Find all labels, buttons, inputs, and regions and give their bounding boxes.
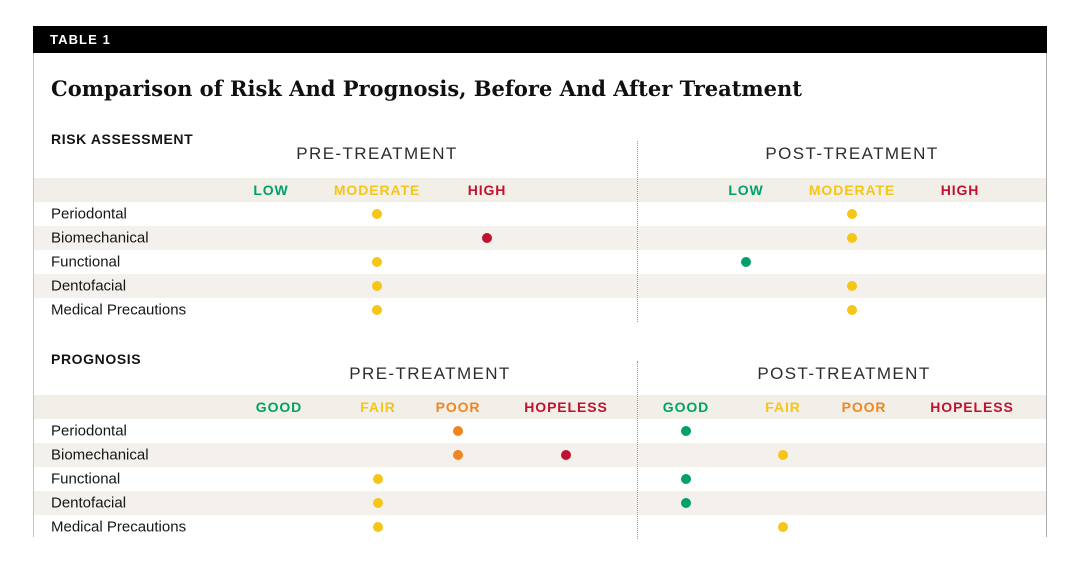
risk-rows: Periodontal Biomechanical Functional Dentof… (34, 202, 1046, 322)
table-row: Functional (34, 250, 1046, 274)
table-row: Biomechanical (34, 443, 1046, 467)
row-label: Dentofacial (51, 277, 127, 295)
row-label: Dentofacial (51, 494, 127, 512)
level-header-post-low: LOW (728, 182, 764, 198)
rating-dot-prognosis-functional-pre-fair (373, 474, 383, 484)
risk-pre-treatment-header: PRE-TREATMENT (296, 144, 458, 163)
rating-dot-prognosis-biomechanical-post-fair (778, 450, 788, 460)
table-row: Periodontal (34, 202, 1046, 226)
risk-level-header-row: LOW MODERATE HIGH LOW MODERATE HIGH (34, 178, 1046, 202)
table-number-label: TABLE 1 (50, 32, 111, 47)
level-header-pre-hopeless: HOPELESS (524, 399, 608, 415)
level-header-post-fair: FAIR (765, 399, 801, 415)
level-header-pre-high: HIGH (467, 182, 507, 198)
rating-dot-risk-dentofacial-pre-moderate (372, 281, 382, 291)
table-content-area: Comparison of Risk And Prognosis, Before… (33, 53, 1047, 540)
rating-dot-risk-medical-precautions-post-moderate (847, 305, 857, 315)
rating-dot-risk-biomechanical-pre-high (482, 233, 492, 243)
rating-dot-risk-biomechanical-post-moderate (847, 233, 857, 243)
rating-dot-prognosis-medical-precautions-pre-fair (373, 522, 383, 532)
level-header-pre-fair: FAIR (360, 399, 396, 415)
level-header-pre-low: LOW (253, 182, 289, 198)
row-label: Biomechanical (51, 229, 149, 247)
prognosis-pre-treatment-header: PRE-TREATMENT (349, 364, 511, 383)
level-header-post-moderate: MODERATE (808, 182, 896, 198)
prognosis-rows: Periodontal Biomechanical Functional Dentof… (34, 419, 1046, 539)
level-header-post-high: HIGH (940, 182, 980, 198)
rating-dot-prognosis-periodontal-pre-poor (453, 426, 463, 436)
rating-dot-prognosis-dentofacial-post-good (681, 498, 691, 508)
table-row: Biomechanical (34, 226, 1046, 250)
row-label: Periodontal (51, 205, 127, 223)
rating-dot-prognosis-dentofacial-pre-fair (373, 498, 383, 508)
rating-dot-prognosis-medical-precautions-post-fair (778, 522, 788, 532)
row-label: Functional (51, 470, 121, 488)
prognosis-post-treatment-header: POST-TREATMENT (757, 364, 931, 383)
table-number-bar: TABLE 1 (33, 26, 1047, 53)
table-row: Medical Precautions (34, 298, 1046, 322)
rating-dot-prognosis-biomechanical-pre-poor (453, 450, 463, 460)
risk-pre-post-divider (637, 141, 638, 322)
rating-dot-risk-periodontal-post-moderate (847, 209, 857, 219)
rating-dot-prognosis-periodontal-post-good (681, 426, 691, 436)
rating-dot-risk-functional-pre-moderate (372, 257, 382, 267)
row-label: Periodontal (51, 422, 127, 440)
prognosis-level-header-row: GOOD FAIR POOR HOPELESS GOOD FAIR POOR HOPELESS (34, 395, 1046, 419)
table-title: Comparison of Risk And Prognosis, Before… (51, 76, 802, 101)
level-header-post-hopeless: HOPELESS (930, 399, 1014, 415)
level-header-pre-poor: POOR (435, 399, 481, 415)
risk-section-label: RISK ASSESSMENT (51, 131, 194, 147)
row-label: Biomechanical (51, 446, 149, 464)
rating-dot-risk-functional-post-low (741, 257, 751, 267)
row-label: Medical Precautions (51, 301, 187, 319)
risk-post-treatment-header: POST-TREATMENT (765, 144, 939, 163)
level-header-post-poor: POOR (841, 399, 887, 415)
rating-dot-risk-medical-precautions-pre-moderate (372, 305, 382, 315)
rating-dot-prognosis-functional-post-good (681, 474, 691, 484)
row-label: Medical Precautions (51, 518, 187, 536)
table-row: Dentofacial (34, 491, 1046, 515)
level-header-post-good: GOOD (662, 399, 710, 415)
level-header-pre-moderate: MODERATE (333, 182, 421, 198)
rating-dot-risk-dentofacial-post-moderate (847, 281, 857, 291)
table-row: Functional (34, 467, 1046, 491)
prognosis-section-label: PROGNOSIS (51, 351, 142, 367)
rating-dot-prognosis-biomechanical-pre-hopeless (561, 450, 571, 460)
row-label: Functional (51, 253, 121, 271)
prognosis-section: PROGNOSIS PRE-TREATMENT POST-TREATMENT G… (34, 351, 1046, 540)
level-header-pre-good: GOOD (255, 399, 303, 415)
table-row: Periodontal (34, 419, 1046, 443)
prognosis-pre-post-divider (637, 361, 638, 539)
table-row: Dentofacial (34, 274, 1046, 298)
rating-dot-risk-periodontal-pre-moderate (372, 209, 382, 219)
risk-assessment-section: RISK ASSESSMENT PRE-TREATMENT POST-TREAT… (34, 131, 1046, 323)
table-row: Medical Precautions (34, 515, 1046, 539)
